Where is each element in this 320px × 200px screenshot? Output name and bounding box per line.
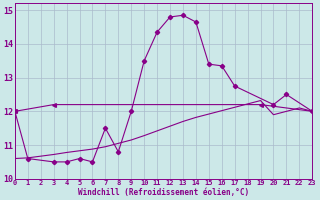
X-axis label: Windchill (Refroidissement éolien,°C): Windchill (Refroidissement éolien,°C) <box>78 188 249 197</box>
